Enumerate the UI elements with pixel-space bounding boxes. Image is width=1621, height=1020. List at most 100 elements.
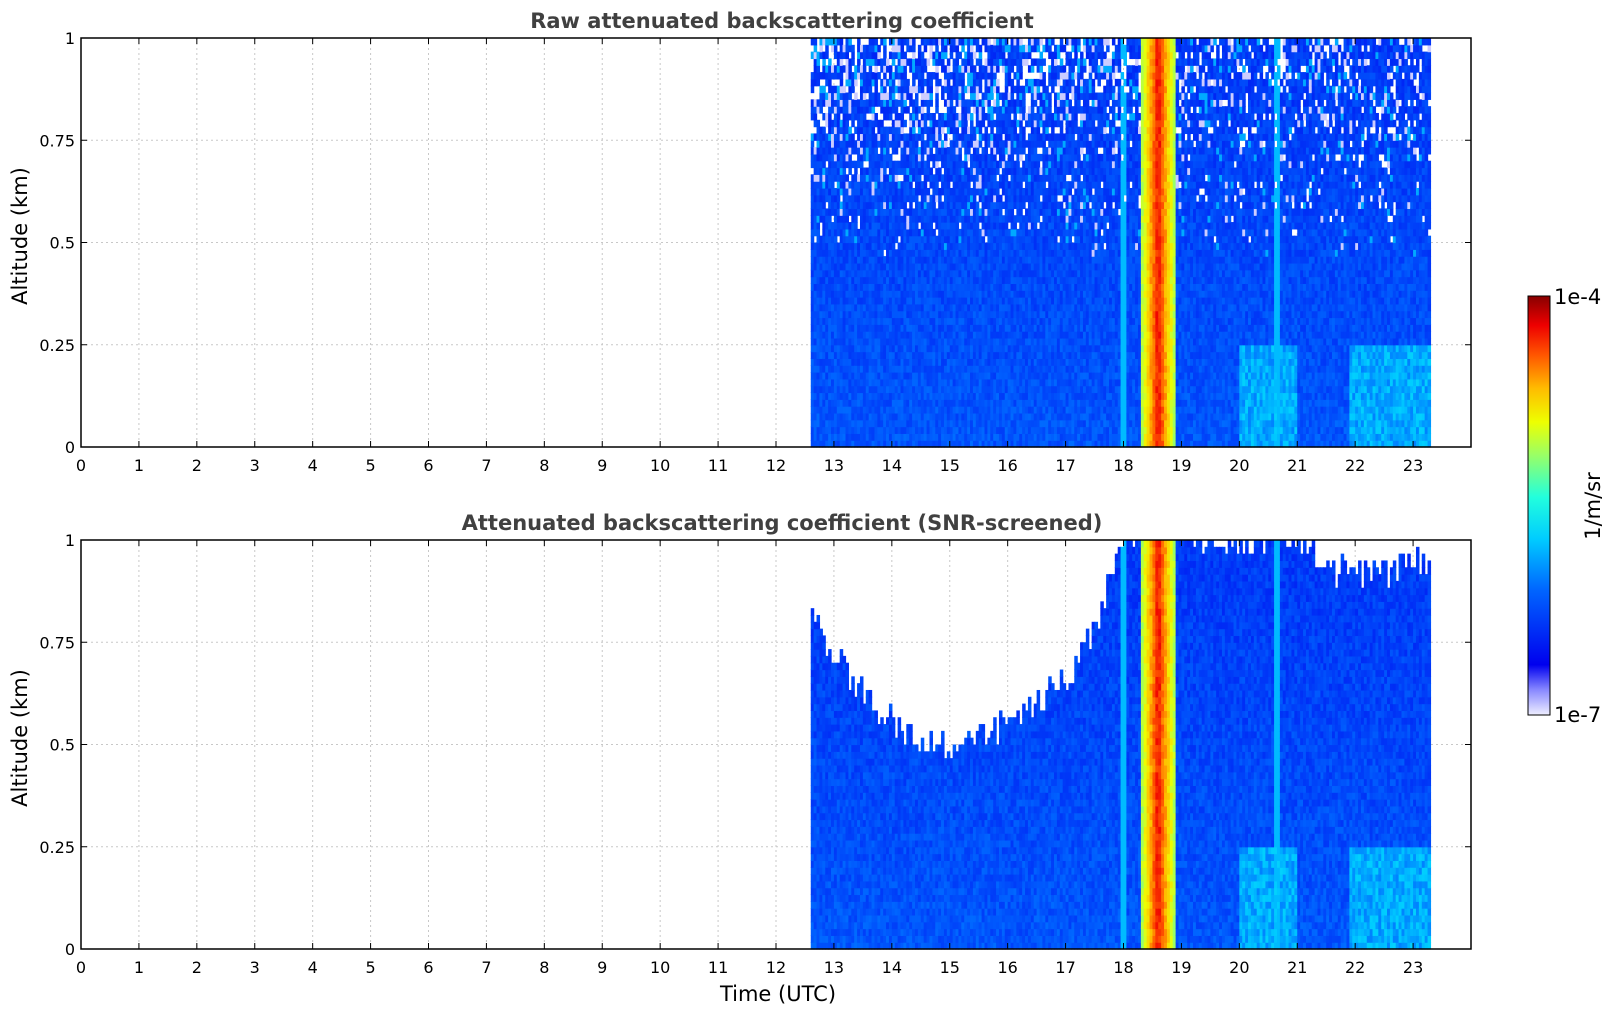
heatmap-cell (918, 174, 922, 181)
heatmap-cell (874, 79, 878, 86)
heatmap-cell (921, 86, 925, 93)
heatmap-cell (1040, 52, 1044, 59)
heatmap-cell (956, 58, 960, 65)
heatmap-cell (932, 113, 936, 120)
heatmap-cell (1034, 99, 1038, 106)
heatmap-cell (1013, 113, 1017, 120)
heatmap-cell (848, 65, 852, 72)
heatmap-cell (848, 93, 852, 100)
heatmap-cell (956, 45, 960, 52)
panel-title-raw: Raw attenuated backscattering coefficien… (530, 9, 1034, 33)
heatmap-cell (1037, 86, 1041, 93)
heatmap-cell (857, 38, 861, 45)
heatmap-cell (1037, 127, 1041, 134)
heatmap-cell (892, 243, 896, 250)
heatmap-cell (976, 93, 980, 100)
heatmap-cell (921, 154, 925, 161)
heatmap-cell (854, 79, 858, 86)
heatmap-cell (961, 45, 965, 52)
heatmap-cell (1016, 161, 1020, 168)
heatmap-cell (979, 79, 983, 86)
heatmap-cell (938, 168, 942, 175)
heatmap-cell (938, 133, 942, 140)
heatmap-cell (929, 147, 933, 154)
heatmap-cell (935, 161, 939, 168)
heatmap-cell (1022, 127, 1026, 134)
heatmap-cell (874, 113, 878, 120)
heatmap-cell (1037, 215, 1041, 222)
heatmap-cell (883, 45, 887, 52)
heatmap-cell (901, 127, 905, 134)
heatmap-cell (1057, 52, 1061, 59)
heatmap-cell (947, 79, 951, 86)
heatmap-cell (941, 93, 945, 100)
heatmap-cell (1040, 65, 1044, 72)
heatmap-cell (814, 113, 818, 120)
heatmap-cell (964, 120, 968, 127)
heatmap-cell (938, 195, 942, 202)
heatmap-cell (941, 58, 945, 65)
heatmap-cell (828, 79, 832, 86)
heatmap-cell (915, 195, 919, 202)
heatmap-cell (828, 215, 832, 222)
heatmap-cell (1054, 58, 1058, 65)
heatmap-cell (912, 79, 916, 86)
heatmap-cell (970, 120, 974, 127)
heatmap-cell (1031, 106, 1035, 113)
heatmap-cell (970, 58, 974, 65)
heatmap-cell (886, 147, 890, 154)
heatmap-cell (895, 174, 899, 181)
heatmap-cell (993, 174, 997, 181)
heatmap-cell (1060, 38, 1064, 45)
heatmap-cell (924, 181, 928, 188)
heatmap-cell (973, 133, 977, 140)
heatmap-cell (958, 147, 962, 154)
heatmap-cell (979, 45, 983, 52)
heatmap-cell (843, 86, 847, 93)
heatmap-cell (929, 99, 933, 106)
heatmap-cell (1002, 52, 1006, 59)
heatmap-cell (903, 99, 907, 106)
heatmap-cell (929, 168, 933, 175)
heatmap-cell (846, 120, 850, 127)
heatmap-cell (874, 65, 878, 72)
heatmap-cell (929, 93, 933, 100)
heatmap-cell (903, 72, 907, 79)
heatmap-cell (976, 38, 980, 45)
heatmap-cell (1005, 86, 1009, 93)
heatmap-cell (956, 127, 960, 134)
heatmap-cell (1048, 45, 1052, 52)
heatmap-cell (883, 38, 887, 45)
heatmap-cell (950, 52, 954, 59)
heatmap-cell (811, 86, 815, 93)
heatmap-cell (822, 161, 826, 168)
heatmap-cell (999, 195, 1003, 202)
heatmap-cell (987, 38, 991, 45)
heatmap-cell (817, 79, 821, 86)
heatmap-cell (854, 222, 858, 229)
heatmap-cell (1037, 45, 1041, 52)
heatmap-cell (869, 65, 873, 72)
heatmap-cell (990, 93, 994, 100)
heatmap-cell (921, 72, 925, 79)
heatmap-cell (828, 113, 832, 120)
heatmap-cell (1011, 208, 1015, 215)
heatmap-cell (1054, 195, 1058, 202)
heatmap-cell (880, 249, 884, 256)
heatmap-cell (1042, 58, 1046, 65)
heatmap-cell (958, 154, 962, 161)
heatmap-cell (932, 229, 936, 236)
heatmap-cell (935, 181, 939, 188)
heatmap-cell (892, 79, 896, 86)
heatmap-cell (1042, 181, 1046, 188)
heatmap-cell (1060, 58, 1064, 65)
heatmap-cell (822, 127, 826, 134)
heatmap-cell (1042, 140, 1046, 147)
raw-heatmap (811, 38, 1431, 448)
heatmap-cell (1022, 93, 1026, 100)
heatmap-cell (843, 168, 847, 175)
heatmap-cell (814, 38, 818, 45)
heatmap-cell (1002, 154, 1006, 161)
heatmap-cell (811, 236, 815, 243)
